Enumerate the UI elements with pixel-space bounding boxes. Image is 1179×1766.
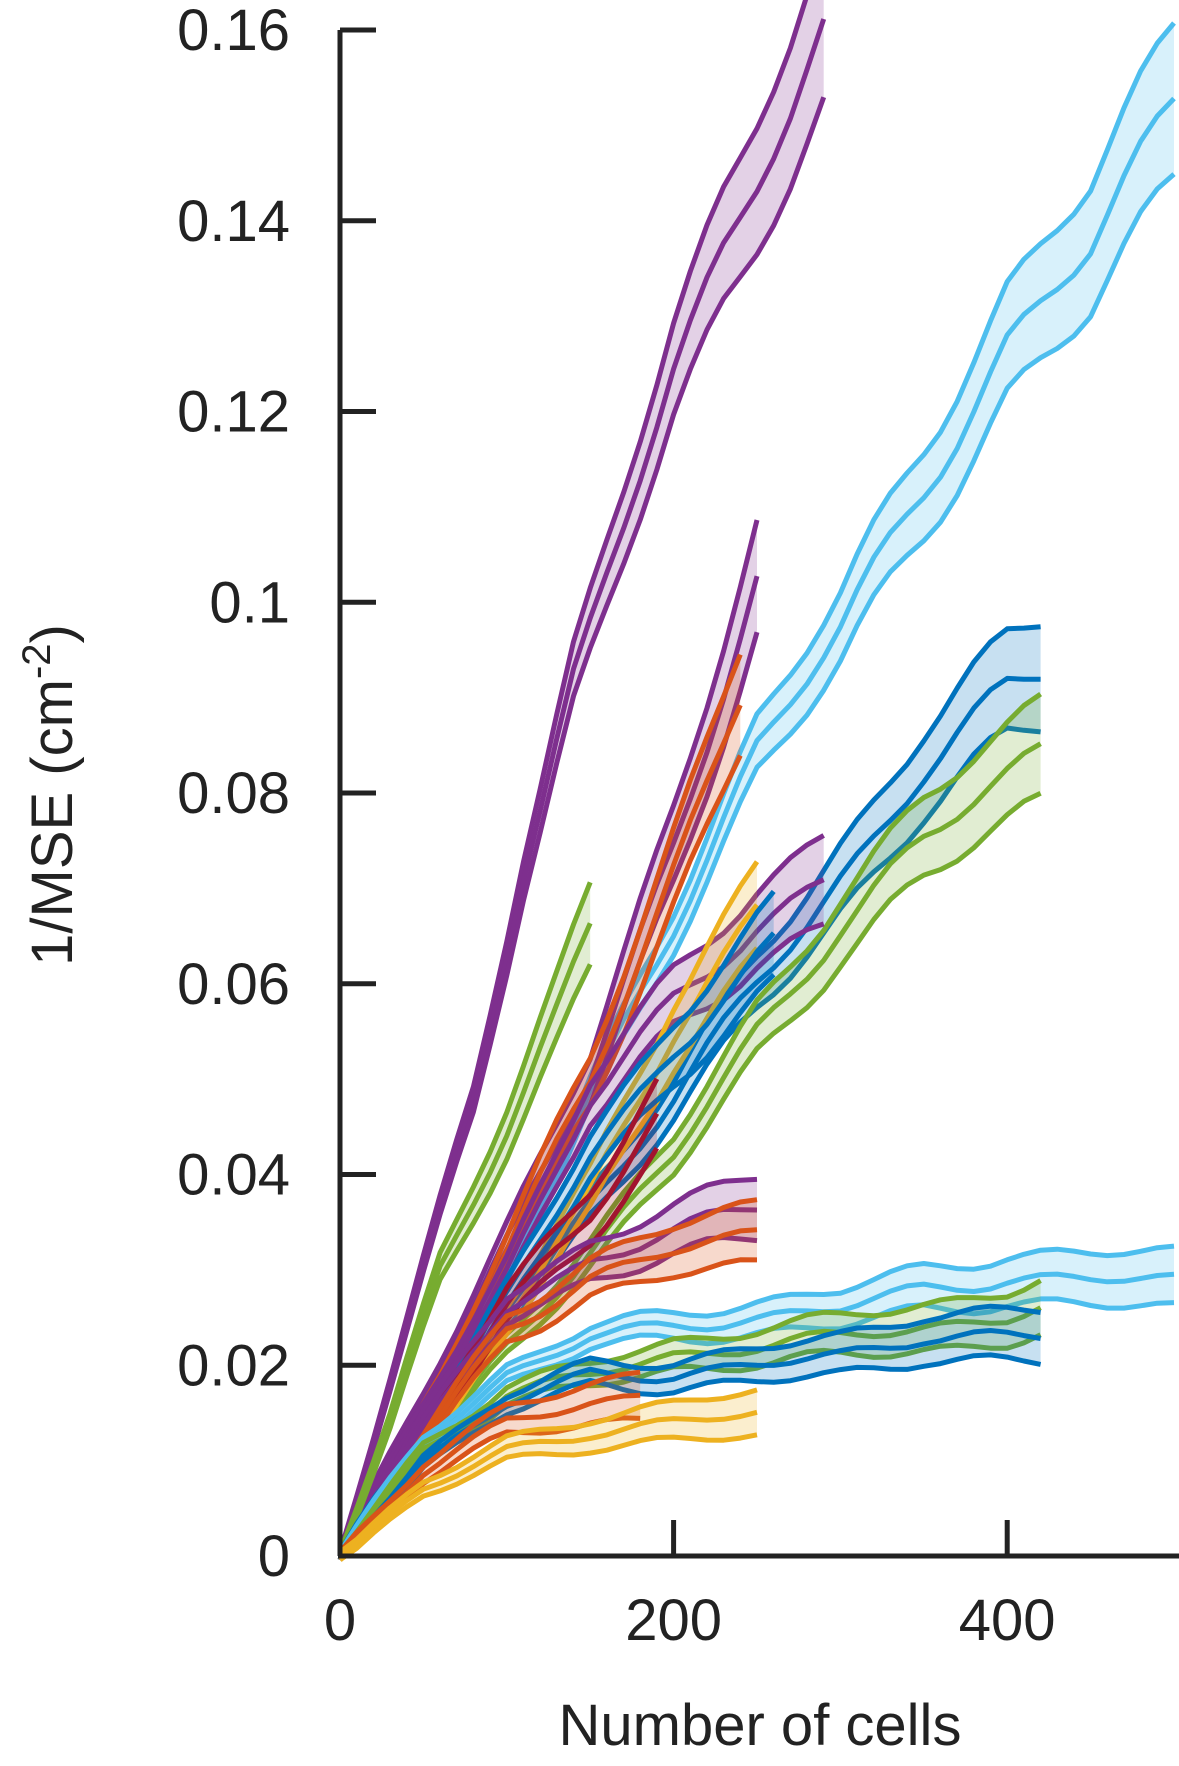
series-upper-line: [338, 1387, 758, 1555]
series-upper-line: [337, 833, 825, 1554]
y-tick-label: 0.12: [177, 380, 290, 445]
x-tick-label: 400: [959, 1588, 1056, 1653]
series-fill: [340, 1389, 757, 1560]
series-band: [338, 1387, 758, 1562]
series-band: [337, 881, 593, 1561]
series-fill: [340, 835, 824, 1560]
y-tick-label: 0.04: [177, 1143, 290, 1208]
x-tick-label: 0: [324, 1588, 356, 1653]
y-tick-label: 0.06: [177, 952, 290, 1017]
series-lower-line: [338, 1432, 758, 1562]
series-fill: [340, 1372, 641, 1560]
series-mean-line: [337, 1271, 1175, 1558]
series-band: [337, 0, 827, 1561]
y-tick-label: 0.14: [177, 189, 290, 254]
series-mean-line: [337, 1206, 758, 1558]
series-fill: [340, 1199, 757, 1560]
series-upper-line: [338, 1278, 1042, 1554]
x-axis-title: Number of cells: [559, 1693, 962, 1758]
y-tick-label: 0.16: [177, 0, 290, 63]
series-upper-line: [338, 1303, 1041, 1554]
y-axis-title-superscript: -2: [15, 643, 59, 679]
series-fill: [340, 23, 1174, 1560]
y-axis-title-close: ): [20, 624, 85, 643]
series-lower-line: [337, 963, 593, 1561]
series-fill: [340, 1179, 757, 1560]
y-tick-label: 0.08: [177, 761, 290, 826]
series-upper-line: [337, 1176, 758, 1554]
x-tick-label: 200: [625, 1588, 722, 1653]
y-axis-title-main: 1/MSE (cm: [20, 679, 85, 966]
series-mean-line: [338, 1409, 758, 1559]
series-lower-line: [337, 96, 827, 1561]
y-tick-label: 0.02: [177, 1333, 290, 1398]
series-fill: [340, 1280, 1041, 1560]
y-ticks: 0 0.02 0.04 0.06 0.08 0.1 0.12 0.14 0.16: [177, 0, 376, 1589]
x-ticks: 0 200 400: [324, 1520, 1056, 1653]
y-axis-title: 1/MSE (cm-2): [15, 624, 85, 966]
series-upper-line: [338, 1369, 641, 1554]
series-upper-line: [337, 1243, 1175, 1554]
y-tick-label: 0: [258, 1524, 290, 1589]
y-tick-label: 0.1: [209, 570, 290, 635]
series-mean-line: [338, 1328, 1042, 1558]
series-bands: [337, 0, 1176, 1562]
